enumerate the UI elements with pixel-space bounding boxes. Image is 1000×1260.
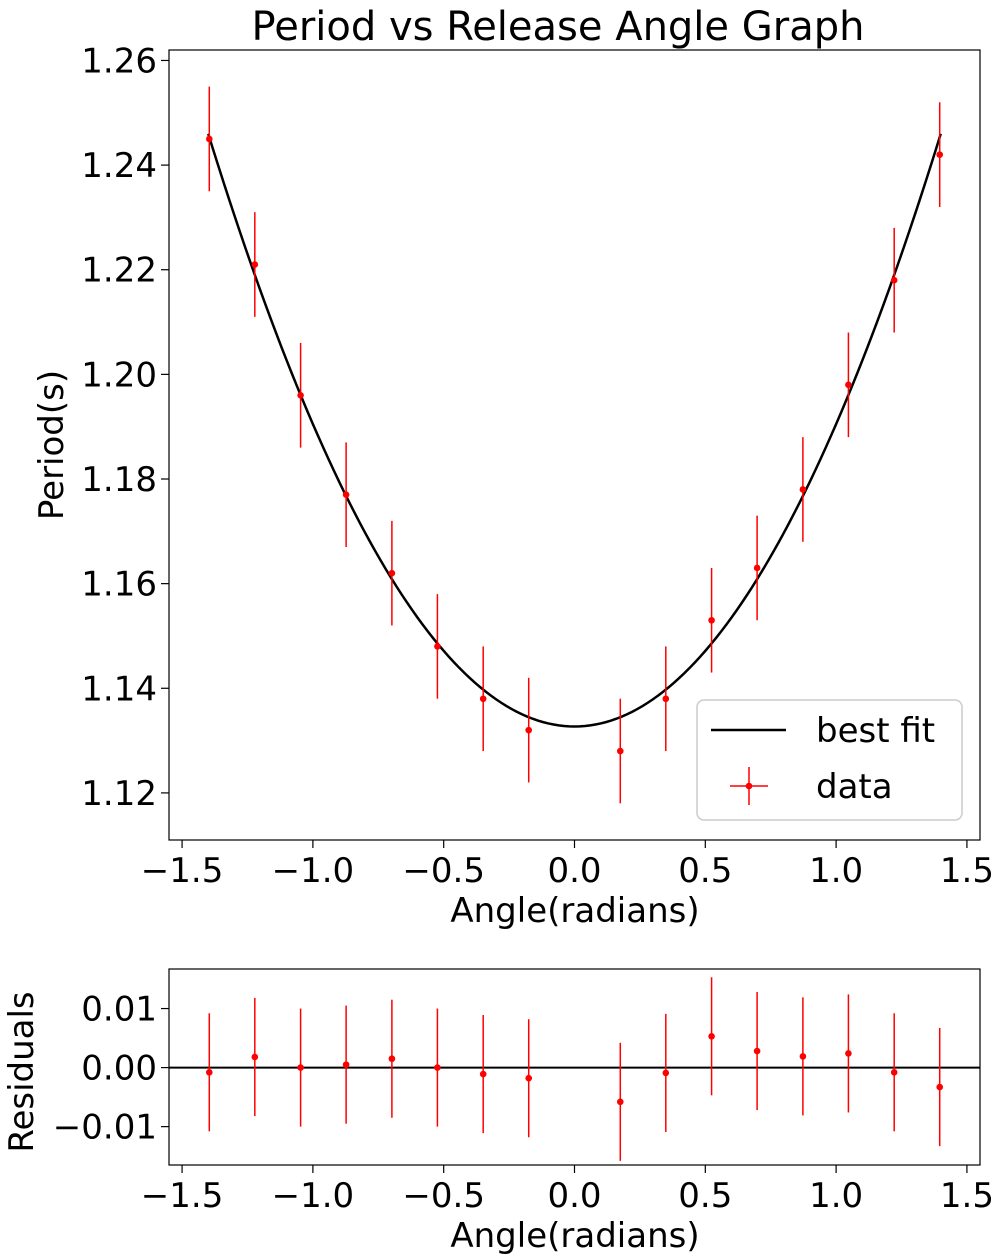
y-tick-label: 1.12: [81, 774, 157, 814]
data-point: [845, 1050, 852, 1057]
data-point: [479, 695, 487, 703]
x-tick-label: −0.5: [402, 1176, 485, 1216]
data-point: [205, 1069, 213, 1076]
data-point: [708, 1033, 715, 1040]
main-plot-x-axis-label: Angle(radians): [450, 891, 699, 931]
residual-plot-series-layer: [169, 977, 980, 1161]
data-point: [890, 1069, 898, 1076]
data-point: [845, 381, 852, 389]
data-point: [936, 1083, 944, 1091]
main-plot-y-axis: 1.12 1.14 1.16 1.18 1.20 1.22 1.24 1.26: [81, 41, 169, 814]
x-tick-label: 0.0: [547, 1176, 601, 1216]
data-point: [662, 695, 670, 703]
y-tick-label: 1.24: [81, 146, 157, 186]
data-point: [708, 616, 715, 624]
y-tick-label: 1.22: [81, 251, 157, 291]
legend-data-label: data: [816, 767, 893, 807]
x-tick-label: 0.5: [678, 1176, 732, 1216]
main-plot: Period vs Release Angle Graph 1.121.141.…: [32, 4, 994, 931]
x-tick-label: 0.5: [678, 851, 732, 891]
residual-plot-x-axis-label: Angle(radians): [450, 1216, 699, 1256]
data-point: [753, 564, 761, 572]
data-point: [525, 1074, 533, 1082]
x-tick-label: 1.0: [809, 1176, 863, 1216]
data-point: [251, 1053, 259, 1061]
x-tick-label: 1.5: [940, 1176, 994, 1216]
data-point: [662, 1069, 670, 1077]
y-tick-label: 0.00: [81, 1049, 157, 1089]
data-point: [297, 391, 304, 399]
data-point: [616, 747, 624, 755]
data-point: [753, 1047, 761, 1055]
x-tick-label: −1.0: [272, 1176, 355, 1216]
x-tick-label: −0.5: [402, 851, 485, 891]
data-point: [799, 1053, 807, 1060]
data-point: [434, 643, 441, 650]
data-point: [342, 1061, 350, 1068]
data-point: [205, 135, 213, 143]
x-tick-label: −1.5: [141, 851, 224, 891]
data-point: [342, 491, 350, 499]
main-plot-series-layer: [205, 86, 944, 804]
best-fit-line: [207, 133, 942, 728]
y-tick-label: 1.14: [81, 669, 157, 709]
data-point: [479, 1070, 487, 1078]
residual-plot-x-axis: −1.5 −1.0 −0.5 0.0 0.5 1.0 1.5: [141, 1165, 994, 1216]
x-tick-label: 1.5: [940, 851, 994, 891]
data-point: [297, 1064, 304, 1071]
data-point: [616, 1098, 624, 1106]
residual-plot-y-axis: −0.01 0.00 0.01: [53, 990, 169, 1148]
y-tick-label: 1.18: [81, 460, 157, 500]
y-tick-label: 1.20: [81, 355, 157, 395]
x-tick-label: −1.5: [141, 1176, 224, 1216]
main-plot-title: Period vs Release Angle Graph: [252, 4, 865, 50]
data-point: [890, 276, 898, 284]
main-plot-legend: best fit data: [696, 699, 963, 821]
main-plot-x-axis: −1.5 −1.0 −0.5 0.0 0.5 1.0 1.5: [141, 840, 994, 891]
residual-plot-y-axis-label: Residuals: [2, 991, 42, 1152]
legend-best-fit-label: best fit: [816, 711, 935, 751]
legend-data-swatch-marker: [745, 782, 753, 790]
x-tick-label: 1.0: [809, 851, 863, 891]
y-tick-label: 0.01: [81, 990, 157, 1030]
main-plot-y-axis-label: Period(s): [32, 370, 72, 520]
data-point: [388, 1055, 396, 1063]
residual-plot: −0.01 0.00 0.01 −1.5 −1.0 −0.5 0.0 0.5 1.0 1.5 A…: [2, 968, 994, 1256]
x-tick-label: 0.0: [547, 851, 601, 891]
y-tick-label: 1.16: [81, 565, 157, 605]
data-point: [251, 261, 259, 268]
data-point: [799, 486, 807, 493]
data-point: [936, 151, 944, 158]
data-point: [434, 1064, 441, 1071]
y-tick-label: −0.01: [53, 1108, 157, 1148]
y-tick-label: 1.26: [81, 41, 157, 81]
data-point: [388, 569, 396, 577]
x-tick-label: −1.0: [272, 851, 355, 891]
data-point: [525, 726, 533, 734]
